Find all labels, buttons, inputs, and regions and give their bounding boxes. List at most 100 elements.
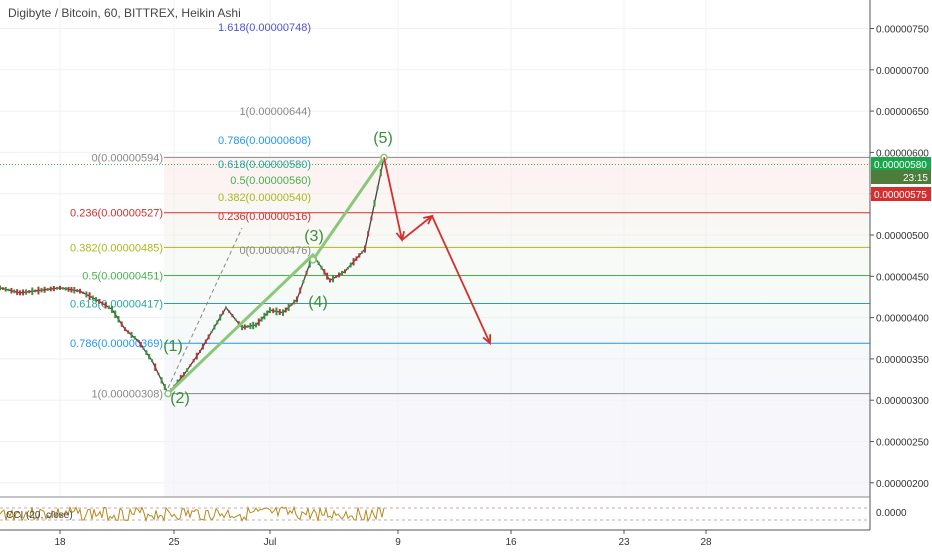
candle [127, 330, 130, 334]
candle [216, 320, 219, 325]
fib-label: 0.5(0.00000451) [82, 270, 163, 282]
candle [370, 216, 373, 221]
candle [145, 350, 148, 355]
candle [252, 321, 255, 330]
candle [361, 250, 364, 254]
y-tick-label: 0.00000300 [876, 396, 929, 407]
candle [293, 299, 296, 305]
candle [43, 286, 46, 293]
fib-label: 0.236(0.00000527) [70, 208, 163, 220]
cci-line [0, 505, 385, 523]
candle [10, 287, 13, 294]
candle [364, 245, 366, 253]
y-tick-label: 0.00000650 [876, 107, 929, 118]
candle [195, 352, 198, 360]
price-badge-label: 0.00000575 [874, 190, 927, 201]
projection-arrows [383, 157, 492, 346]
y-tick-label: 0.00000200 [876, 479, 929, 490]
candle [98, 299, 101, 304]
price-badge [871, 187, 931, 201]
candle [160, 377, 163, 384]
time-axis[interactable]: 18 25 Jul 9 16 23 28 [0, 529, 870, 548]
fib-label: 1(0.00000308) [91, 389, 163, 401]
candle [332, 274, 334, 283]
x-tick-label: 23 [618, 537, 630, 548]
elliott-waves: (1) (2) (3) (4) (5) [163, 130, 393, 407]
candle [163, 384, 166, 390]
fib-label: 0.618(0.00000417) [70, 299, 163, 311]
y-tick-label: 0.00000250 [876, 438, 929, 449]
wave-label: (4) [308, 294, 328, 311]
candle [241, 324, 243, 331]
candle [22, 289, 25, 296]
candle [40, 287, 43, 293]
candle [341, 270, 343, 276]
y-tick-label: 0.00000600 [876, 148, 929, 159]
price-badge [871, 157, 931, 171]
candle [55, 286, 58, 290]
price-badge-label: 23:15 [903, 173, 928, 184]
projection-arrow [401, 215, 433, 241]
candle [257, 318, 260, 326]
candle [266, 310, 269, 316]
candle [70, 286, 73, 293]
wave-point [164, 389, 172, 398]
candle [323, 269, 326, 275]
extension-label: 1(0.00000644) [239, 106, 311, 118]
price-axis[interactable]: 0.00000750 0.00000700 0.00000650 0.00000600… [869, 0, 932, 550]
candle [367, 231, 370, 237]
fib-label: 0.786(0.00000369) [70, 338, 163, 350]
candle [275, 307, 278, 316]
candle [154, 363, 157, 371]
candle [82, 291, 85, 294]
candle [31, 287, 34, 296]
candle [346, 266, 349, 270]
extension-label: 0.5(0.00000560) [230, 175, 311, 187]
wave-point [309, 256, 317, 264]
price-badge-label: 0.00000580 [874, 160, 927, 171]
extension-line [167, 227, 243, 389]
candle [52, 285, 55, 292]
candle [46, 287, 49, 291]
candle [282, 309, 284, 316]
candle [263, 312, 266, 320]
candle [249, 323, 252, 330]
wave-label: (5) [373, 130, 393, 147]
candle [376, 186, 379, 190]
extension-label: 0.236(0.00000516) [218, 211, 311, 223]
candle [4, 286, 7, 292]
x-tick-label: 18 [54, 537, 66, 548]
candle [243, 324, 246, 330]
candle [213, 324, 216, 330]
candle [329, 278, 331, 283]
candle [101, 301, 104, 306]
fib-retracement: 0(0.00000594) 0.236(0.00000527) 0.382(0.00… [0, 152, 870, 401]
candle [219, 314, 222, 321]
x-tick-label: 16 [505, 537, 517, 548]
wave-line [311, 155, 386, 262]
price-badge [871, 170, 931, 184]
fib-label: 0(0.00000594) [91, 152, 163, 164]
wave-label: (1) [163, 338, 183, 355]
fib-band-lower [164, 393, 870, 497]
y-tick-label: 0.00000400 [876, 314, 929, 325]
candle [104, 302, 107, 309]
candle [148, 353, 151, 360]
candle [308, 259, 311, 268]
candle [157, 372, 160, 375]
candle [107, 305, 110, 310]
y-tick-label: 0.00000750 [876, 25, 929, 36]
candle [269, 307, 271, 314]
candle [222, 310, 225, 315]
candle [201, 343, 204, 350]
y-tick-label: 0.00000500 [876, 231, 929, 242]
candle [237, 321, 240, 326]
candle [349, 262, 352, 268]
axis-bg [870, 0, 932, 550]
candle [7, 288, 10, 292]
x-tick-label: 25 [168, 537, 180, 548]
candle [111, 305, 113, 313]
candle [305, 270, 308, 275]
